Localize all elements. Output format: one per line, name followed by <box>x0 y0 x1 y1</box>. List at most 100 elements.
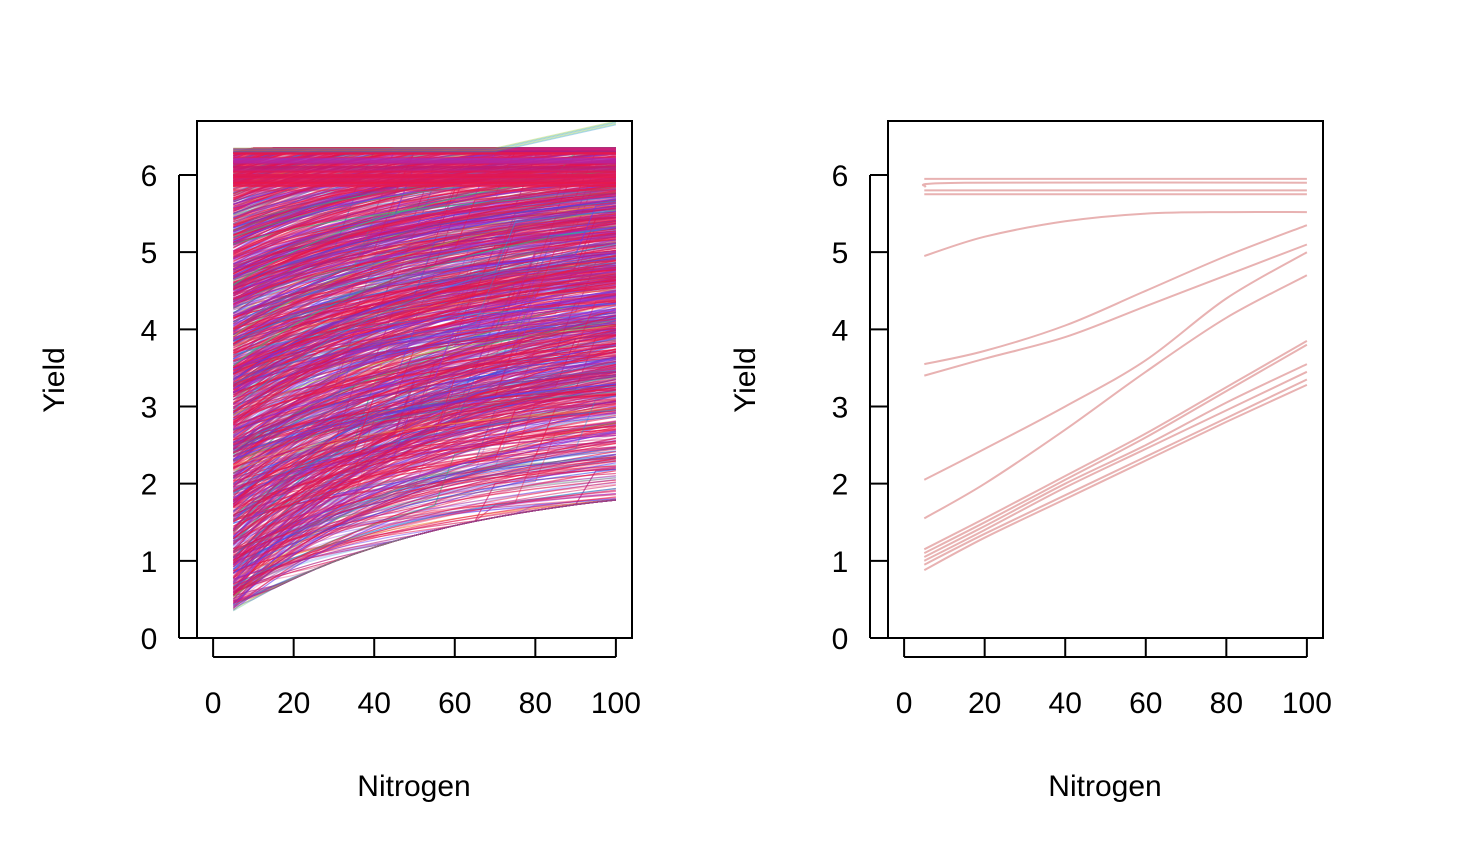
left-x-axis-title: Nitrogen <box>357 770 470 803</box>
left-curve-line <box>233 235 616 326</box>
left-curve-line <box>233 318 616 372</box>
left-curve-line <box>232 422 617 598</box>
left-curve-line <box>233 446 616 508</box>
right-x-tick-label: 20 <box>968 687 1001 720</box>
left-curve-line <box>233 456 616 521</box>
left-curve-line <box>233 191 616 257</box>
left-curve-line <box>232 194 616 323</box>
left-curve-line <box>233 242 616 370</box>
left-curve-line <box>232 184 616 307</box>
left-curve-line <box>233 210 616 342</box>
left-curve-line <box>232 301 617 498</box>
left-curve-line <box>233 488 616 587</box>
left-curve-line <box>233 236 616 334</box>
left-curve-line <box>233 391 616 462</box>
left-curve-line <box>233 259 616 349</box>
left-curve-line <box>232 319 616 444</box>
left-curve-line <box>233 371 616 469</box>
left-curve-line <box>233 477 616 563</box>
left-curve-line <box>232 183 616 301</box>
left-curve-line <box>232 356 617 538</box>
left-curve-line <box>232 358 616 500</box>
left-y-tick-label: 4 <box>141 314 158 347</box>
left-curve-line <box>233 294 616 376</box>
right-series-line-s12 <box>923 363 1308 558</box>
left-curve-line <box>232 440 617 603</box>
right-series-line-s5 <box>923 210 1307 257</box>
left-curve-line <box>233 204 616 268</box>
left-curve-line <box>233 343 616 428</box>
left-x-tick-label: 80 <box>519 687 552 720</box>
left-panel: 0 20 40 60 80 100 0 1 2 3 4 5 6 Nitrogen Yield <box>38 120 641 803</box>
left-curve-line <box>233 237 616 301</box>
left-curve-line <box>232 320 617 531</box>
left-curve-line <box>232 331 617 475</box>
left-curve-line <box>233 409 616 494</box>
left-curve-line <box>233 231 616 292</box>
left-curve-line <box>232 400 616 535</box>
right-series-line-s8 <box>923 251 1308 481</box>
left-curve-line <box>232 328 617 577</box>
left-curve-line <box>233 482 616 574</box>
left-curve-line <box>232 284 616 464</box>
left-curve-line <box>232 457 616 595</box>
left-curve-line <box>233 327 616 430</box>
left-curve-line <box>233 433 616 495</box>
left-curve-line <box>233 426 616 502</box>
left-curve-line <box>233 226 616 318</box>
left-curve-line <box>233 410 616 516</box>
left-curve-line <box>232 370 617 521</box>
left-x-tick-label: 100 <box>591 687 641 720</box>
left-curve-line <box>233 292 616 346</box>
left-curve-line <box>233 412 616 504</box>
right-y-tick-label: 4 <box>832 314 849 347</box>
left-curve-line <box>233 216 616 322</box>
left-curve-line <box>233 217 616 284</box>
left-curve-line <box>233 277 616 330</box>
left-curve-line <box>233 481 616 592</box>
left-curve-line <box>233 210 616 270</box>
right-curves <box>921 177 1308 571</box>
right-x-tick-label: 60 <box>1129 687 1162 720</box>
left-curves <box>232 121 617 612</box>
left-curve-line <box>233 300 616 354</box>
left-curve-line <box>233 195 616 258</box>
left-curve-line <box>232 262 617 410</box>
left-curve-line <box>232 238 616 412</box>
left-curve-line <box>232 389 616 527</box>
left-curve-line <box>233 458 616 553</box>
left-curve-line <box>232 407 617 590</box>
left-curve-line <box>233 269 616 379</box>
left-curve-line <box>233 465 616 559</box>
left-curve-line <box>233 450 616 543</box>
left-curve-line <box>233 315 616 390</box>
left-curve-line <box>232 437 617 596</box>
left-curve-line <box>232 334 616 448</box>
left-curve-line <box>232 354 616 487</box>
left-curve-line <box>233 213 616 305</box>
left-curve-line <box>233 498 616 550</box>
left-upper-curve <box>233 124 617 153</box>
left-curve-line <box>233 424 616 536</box>
left-curve-line <box>233 315 616 369</box>
left-curve-line <box>233 465 616 540</box>
right-x-tick-label: 80 <box>1210 687 1243 720</box>
left-curve-line <box>233 343 616 423</box>
left-curve-line <box>233 242 616 350</box>
left-curve-line <box>232 406 616 540</box>
left-curve-line <box>233 275 616 325</box>
left-y-tick-label: 3 <box>141 392 158 425</box>
left-curve-line <box>233 499 616 584</box>
right-x-axis-title: Nitrogen <box>1048 770 1161 803</box>
right-series-line-s15 <box>923 383 1308 571</box>
left-curve-line <box>233 264 616 371</box>
left-upper-curve <box>233 121 617 149</box>
left-curve-line <box>232 219 616 338</box>
left-curve-line <box>232 365 617 609</box>
left-curve-line <box>233 188 616 268</box>
left-curve-line <box>232 198 616 332</box>
right-y-tick-label: 6 <box>832 160 849 193</box>
left-curve-line <box>232 300 616 438</box>
right-y-axis-title: Yield <box>729 347 762 413</box>
